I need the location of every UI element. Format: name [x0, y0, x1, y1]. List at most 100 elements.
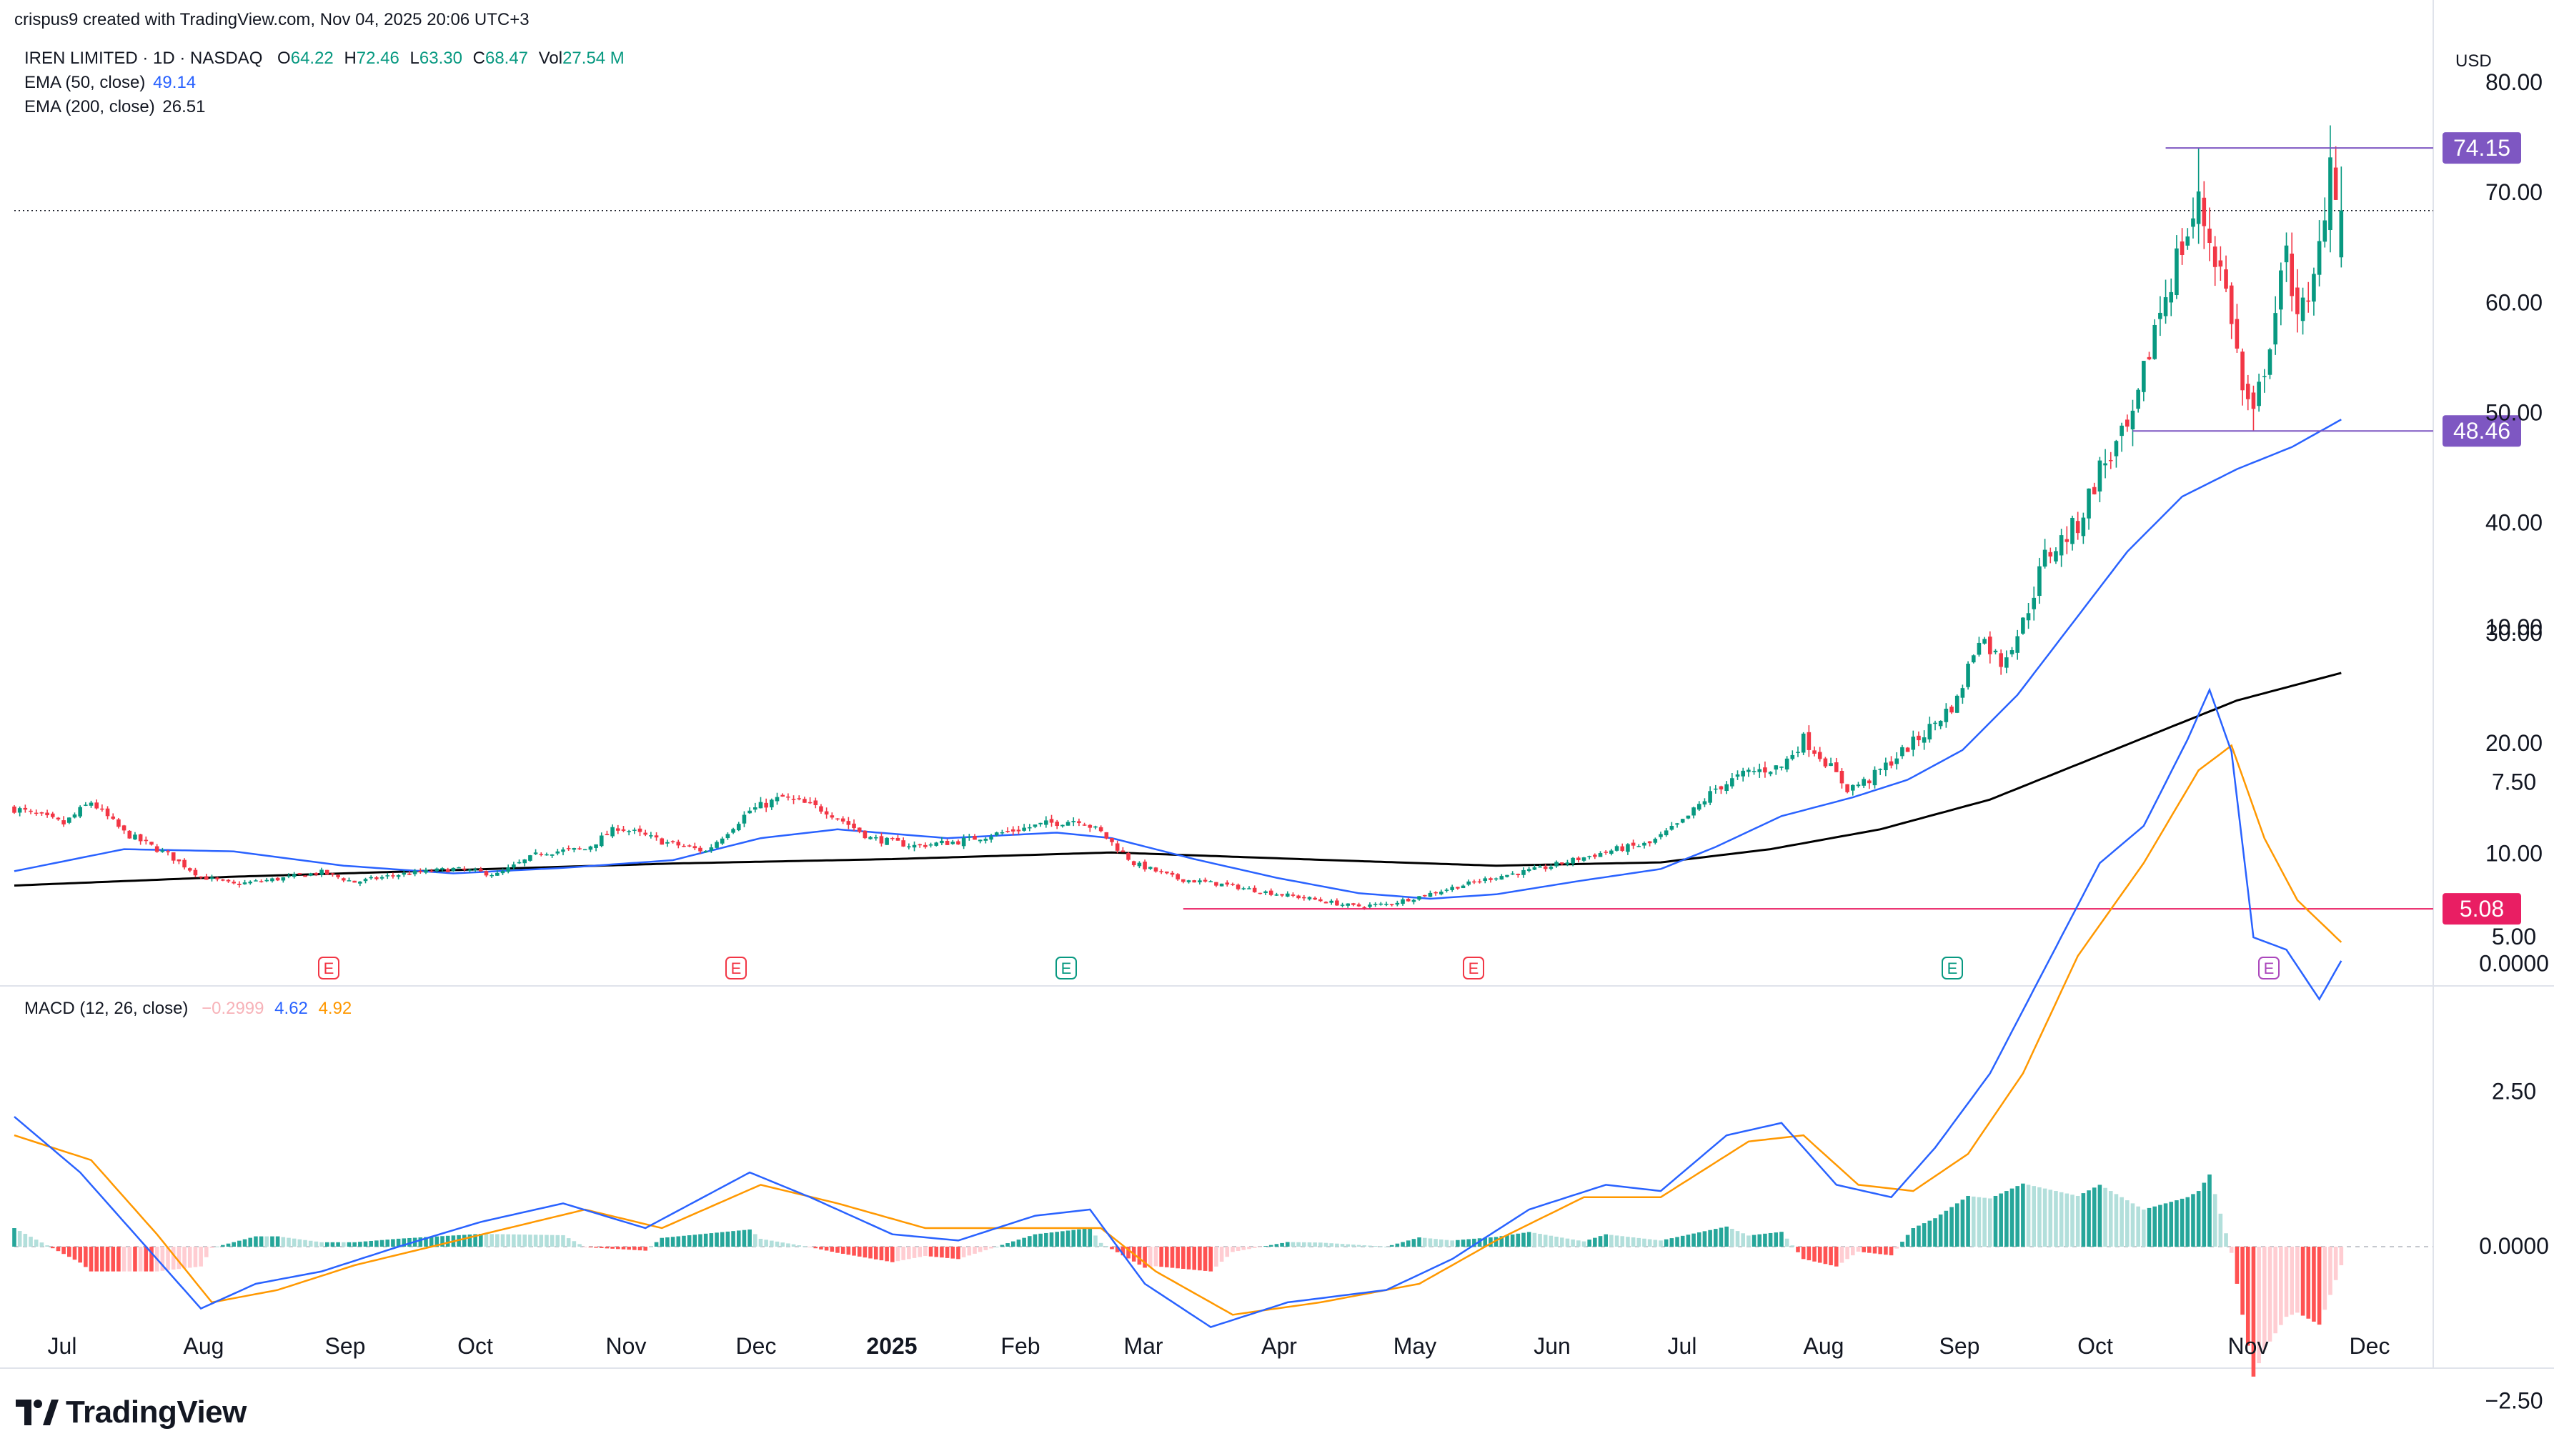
candle-body — [1137, 862, 1142, 867]
macd-hist-bar — [2120, 1197, 2124, 1247]
price-tick-label: 70.00 — [2485, 179, 2543, 205]
candle — [1894, 752, 1899, 770]
candle-body — [1620, 846, 1625, 851]
candle — [490, 873, 494, 878]
macd-hist-bar — [391, 1239, 395, 1247]
macd-hist-bar — [2054, 1191, 2058, 1247]
candle-body — [1121, 850, 1126, 852]
candle-body — [1082, 824, 1087, 826]
macd-hist-bar — [2229, 1247, 2234, 1253]
candle — [1735, 770, 1740, 780]
candle — [868, 835, 873, 840]
candle-body — [715, 842, 719, 848]
symbol-legend[interactable]: IREN LIMITED · 1D · NASDAQ O64.22 H72.46… — [24, 49, 625, 69]
candle-body — [12, 806, 16, 813]
candle-body — [2075, 521, 2080, 534]
macd-hist-bar — [39, 1242, 44, 1247]
candle-body — [440, 868, 444, 870]
candle — [1104, 832, 1109, 839]
price-tick-label: 30.00 — [2485, 620, 2543, 646]
candle-body — [347, 880, 352, 882]
macd-hist-bar — [67, 1247, 71, 1257]
candle — [2026, 602, 2031, 629]
macd-hist-bar — [1691, 1233, 1696, 1247]
candle-body — [901, 840, 905, 847]
candle — [1044, 816, 1048, 828]
candle — [1203, 877, 1208, 883]
macd-hist-bar — [2218, 1213, 2223, 1247]
candle — [742, 811, 747, 827]
high-value: 72.46 — [356, 49, 399, 68]
macd-hist-bar — [270, 1236, 274, 1247]
macd-hist-bar — [1428, 1238, 1433, 1247]
axes: 80.00 70.00 60.00 50.00 40.00 30.00 20.00 10.00… — [48, 69, 2549, 1414]
candle — [1977, 637, 1982, 657]
low-value: 63.30 — [419, 49, 462, 68]
candle — [2054, 547, 2058, 564]
candle-body — [358, 882, 362, 884]
candle — [412, 869, 417, 877]
macd-hist-bar — [1252, 1247, 1257, 1248]
candle — [1016, 825, 1021, 834]
candle-body — [1307, 897, 1312, 899]
macd-hist-bar — [237, 1240, 242, 1247]
candle — [1516, 873, 1521, 878]
macd-hist-bar — [709, 1233, 714, 1247]
macd-hist-bar — [1005, 1243, 1010, 1247]
earnings-marker: E — [725, 957, 747, 979]
time-tick-label: Feb — [1000, 1333, 1040, 1359]
candle — [1285, 891, 1290, 897]
candle — [961, 834, 966, 849]
time-tick-label: Aug — [1804, 1333, 1844, 1359]
volume-label: Vol — [538, 49, 563, 68]
candle — [440, 867, 444, 872]
candle-body — [1411, 899, 1416, 902]
candle — [687, 844, 692, 847]
candle-body — [1960, 688, 1965, 698]
ema200-legend[interactable]: EMA (200, close) 26.51 — [24, 97, 205, 117]
macd-hist-bar — [873, 1247, 878, 1260]
candle-body — [1384, 904, 1388, 905]
candle-body — [522, 859, 527, 864]
candle-body — [1812, 750, 1817, 754]
macd-signal-value: 4.92 — [318, 999, 352, 1018]
candle-body — [2142, 361, 2146, 392]
macd-hist-bar — [144, 1247, 149, 1272]
candle — [1368, 902, 1372, 909]
candle — [1307, 896, 1312, 901]
macd-hist-bar — [682, 1235, 686, 1247]
macd-hist-bar — [983, 1247, 988, 1250]
candle — [863, 830, 868, 839]
macd-hist-bar — [945, 1247, 950, 1258]
candle — [451, 867, 456, 872]
macd-hist-bar — [1510, 1234, 1515, 1247]
candle — [983, 837, 988, 844]
ema50-legend[interactable]: EMA (50, close) 49.14 — [24, 73, 196, 93]
candle — [2273, 296, 2277, 355]
macd-hist-bar — [1894, 1247, 1899, 1249]
candle — [2251, 385, 2256, 432]
candle-body — [533, 852, 538, 854]
candle-body — [1472, 881, 1476, 883]
macd-hist-bar — [1291, 1242, 1296, 1247]
macd-hist-bar — [2312, 1247, 2316, 1322]
candle-body — [786, 796, 790, 798]
candle-body — [1203, 879, 1208, 882]
candle-body — [1538, 866, 1542, 868]
candle — [111, 813, 116, 820]
macd-legend[interactable]: MACD (12, 26, close) −0.2999 4.62 4.92 — [24, 999, 352, 1019]
candle — [835, 818, 840, 821]
macd-hist-bar — [1829, 1247, 1833, 1265]
candle-body — [1131, 861, 1136, 866]
tradingview-logo[interactable]: TradingView — [16, 1395, 247, 1430]
candle-body — [72, 814, 77, 818]
candle — [2114, 439, 2119, 468]
currency-label[interactable]: USD — [2455, 51, 2492, 71]
candle — [1543, 864, 1548, 872]
candle — [2108, 452, 2113, 469]
macd-hist-bar — [1088, 1228, 1093, 1247]
macd-hist-bar — [1170, 1247, 1175, 1268]
candle-body — [2004, 657, 2009, 668]
candle — [1927, 717, 1932, 743]
